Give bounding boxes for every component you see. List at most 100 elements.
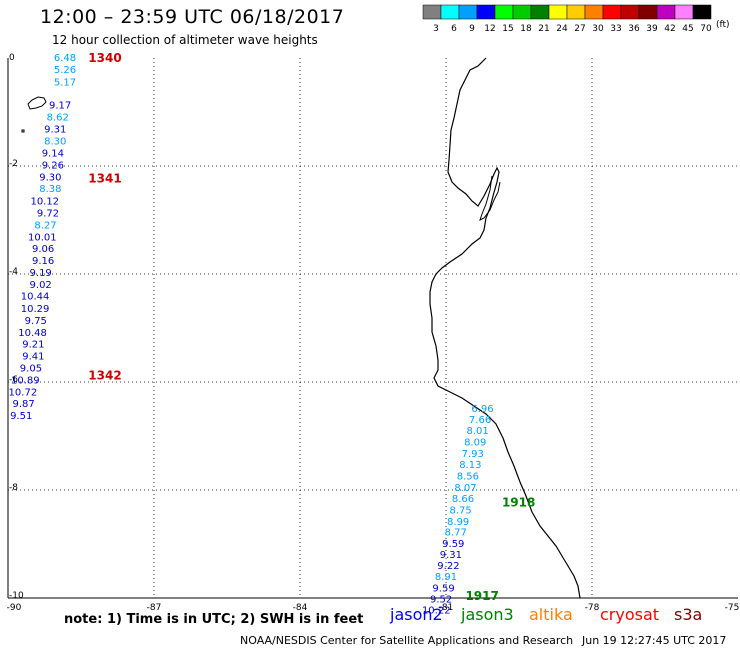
swh-value: 9.31 bbox=[44, 124, 66, 135]
swh-value: 5.17 bbox=[54, 77, 76, 88]
legend-label: 21 bbox=[538, 24, 549, 34]
map-title: 12:00 – 23:59 UTC 06/18/2017 bbox=[40, 6, 345, 28]
swh-value: 9.14 bbox=[42, 149, 64, 160]
swh-value: 7.93 bbox=[462, 449, 484, 460]
swh-value: 9.31 bbox=[440, 550, 462, 561]
estuary-outline bbox=[479, 175, 501, 221]
swh-value: 10.01 bbox=[28, 232, 57, 243]
swh-value: 8.91 bbox=[435, 572, 457, 583]
color-legend: 3 6 9 12 15 18 21 24 27 30 33 36 39 42 45 70 bbox=[422, 4, 712, 34]
map-frame bbox=[7, 58, 738, 599]
swh-value: 8.13 bbox=[459, 460, 481, 471]
swh-value: 10.29 bbox=[21, 304, 50, 315]
pass-time-label: 1341 bbox=[88, 172, 121, 186]
swh-value: 9.30 bbox=[39, 172, 61, 183]
swh-value: 10.22 bbox=[422, 605, 451, 616]
legend-label: 45 bbox=[682, 24, 693, 34]
swh-value: 9.22 bbox=[437, 561, 459, 572]
legend-label: 27 bbox=[574, 24, 585, 34]
swh-value: 8.56 bbox=[457, 472, 479, 483]
swh-value: 9.02 bbox=[30, 280, 52, 291]
legend-label: 12 bbox=[484, 24, 495, 34]
y-tick-label: -10 bbox=[9, 591, 24, 601]
altimeter-tracks: 6.485.265.179.178.629.318.309.149.269.30… bbox=[9, 51, 536, 616]
pass-time-label: 1340 bbox=[88, 51, 121, 65]
swh-value: 8.99 bbox=[447, 517, 469, 528]
swh-value: 10.44 bbox=[21, 292, 50, 303]
legend-label: 42 bbox=[664, 24, 675, 34]
x-tick-label: -81 bbox=[439, 603, 454, 613]
legend-swatch bbox=[674, 4, 694, 20]
legend-label: 6 bbox=[451, 24, 457, 34]
pass-time-label: 1918 bbox=[502, 496, 535, 510]
swh-value: 5.26 bbox=[54, 65, 76, 76]
swh-value: 9.51 bbox=[10, 411, 32, 422]
y-tick-label: -6 bbox=[9, 375, 18, 385]
swh-value: 9.26 bbox=[42, 160, 64, 171]
coastline bbox=[21, 57, 581, 599]
y-tick-label: -4 bbox=[9, 267, 18, 277]
legend-swatch bbox=[530, 4, 550, 20]
legend-swatch bbox=[458, 4, 478, 20]
footer-note: note: 1) Time is in UTC; 2) SWH is in fe… bbox=[64, 612, 364, 627]
satellite-label-jason2: jason2 bbox=[390, 605, 443, 624]
swh-value: 9.05 bbox=[20, 364, 42, 375]
footer-credit: NOAA/NESDIS Center for Satellite Applica… bbox=[240, 634, 574, 647]
swh-value: 7.66 bbox=[469, 415, 491, 426]
legend-swatch bbox=[512, 4, 532, 20]
swh-value: 8.30 bbox=[44, 137, 66, 148]
swh-value: 9.75 bbox=[25, 316, 47, 327]
swh-value: 10.48 bbox=[18, 328, 47, 339]
legend-swatch bbox=[656, 4, 676, 20]
legend-label: 3 bbox=[433, 24, 439, 34]
legend-swatch bbox=[584, 4, 604, 20]
swh-value: 6.48 bbox=[54, 53, 76, 64]
legend-unit: (ft) bbox=[716, 20, 730, 30]
swh-value: 9.72 bbox=[37, 209, 59, 220]
legend-swatch bbox=[692, 4, 712, 20]
swh-value: 8.66 bbox=[452, 494, 474, 505]
legend-swatch bbox=[620, 4, 640, 20]
legend-swatch bbox=[566, 4, 586, 20]
swh-value: 8.01 bbox=[467, 426, 489, 437]
x-tick-label: -84 bbox=[293, 603, 308, 613]
legend-label: 36 bbox=[628, 24, 640, 34]
legend-swatch bbox=[602, 4, 622, 20]
swh-value: 8.77 bbox=[445, 528, 467, 539]
legend-label: 30 bbox=[592, 24, 604, 34]
swh-value: 9.21 bbox=[22, 340, 44, 351]
swh-value: 9.59 bbox=[442, 539, 464, 550]
swh-value: 6.96 bbox=[471, 404, 493, 415]
x-tick-label: -87 bbox=[147, 603, 162, 613]
satellite-label-s3a: s3a bbox=[674, 605, 703, 624]
lat-lon-grid: -90 -87 -84 -81 -78 -75 0 -2 -4 -6 -8 -10 bbox=[7, 53, 740, 613]
legend-label: 9 bbox=[469, 24, 475, 34]
legend-swatch bbox=[494, 4, 514, 20]
y-tick-label: -2 bbox=[9, 159, 18, 169]
legend-label: 18 bbox=[520, 24, 532, 34]
legend-swatch bbox=[422, 4, 442, 20]
swh-value: 8.07 bbox=[454, 483, 476, 494]
x-tick-label: -75 bbox=[725, 603, 740, 613]
y-tick-label: -8 bbox=[9, 483, 18, 493]
legend-label: 33 bbox=[610, 24, 621, 34]
legend-label: 15 bbox=[502, 24, 513, 34]
swh-value: 9.17 bbox=[49, 101, 71, 112]
swh-value: 10.89 bbox=[11, 375, 40, 386]
legend-label: 70 bbox=[700, 24, 712, 34]
swh-value: 9.41 bbox=[22, 352, 44, 363]
island-outline bbox=[27, 96, 47, 110]
swh-value: 9.87 bbox=[13, 399, 35, 410]
swh-value: 10.12 bbox=[30, 197, 59, 208]
pass-time-label: 1917 bbox=[465, 589, 498, 603]
swh-value: 9.59 bbox=[432, 583, 454, 594]
swh-value: 8.62 bbox=[47, 112, 69, 123]
map-subtitle: 12 hour collection of altimeter wave hei… bbox=[52, 33, 318, 47]
swh-value: 8.75 bbox=[449, 506, 471, 517]
legend-swatch bbox=[476, 4, 496, 20]
swh-value: 9.19 bbox=[30, 268, 52, 279]
legend-label: 39 bbox=[646, 24, 658, 34]
pass-time-label: 1342 bbox=[88, 369, 121, 383]
swh-value: 8.27 bbox=[34, 220, 56, 231]
